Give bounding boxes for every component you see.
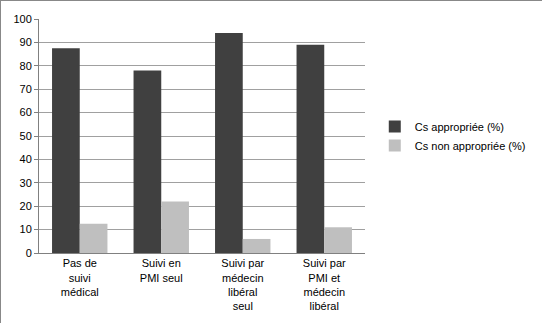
svg-text:0: 0: [26, 247, 32, 259]
svg-text:50: 50: [20, 130, 32, 142]
svg-text:Pas desuivimédical: Pas desuivimédical: [61, 257, 99, 298]
svg-text:30: 30: [20, 177, 32, 189]
svg-text:Suivi parPMI etmédecinlibéral: Suivi parPMI etmédecinlibéral: [303, 257, 346, 312]
svg-text:60: 60: [20, 106, 32, 118]
svg-text:Suivi enPMI seul: Suivi enPMI seul: [140, 257, 183, 283]
svg-text:20: 20: [20, 200, 32, 212]
svg-text:70: 70: [20, 83, 32, 95]
svg-text:Suivi parmédecinlibéralseul: Suivi parmédecinlibéralseul: [221, 257, 264, 312]
svg-text:10: 10: [20, 223, 32, 235]
svg-text:Cs non appropriée (%): Cs non appropriée (%): [415, 140, 526, 152]
svg-text:40: 40: [20, 153, 32, 165]
svg-text:100: 100: [13, 13, 31, 25]
svg-text:Cs appropriée (%): Cs appropriée (%): [415, 121, 504, 133]
svg-text:90: 90: [20, 36, 32, 48]
svg-text:80: 80: [20, 60, 32, 72]
